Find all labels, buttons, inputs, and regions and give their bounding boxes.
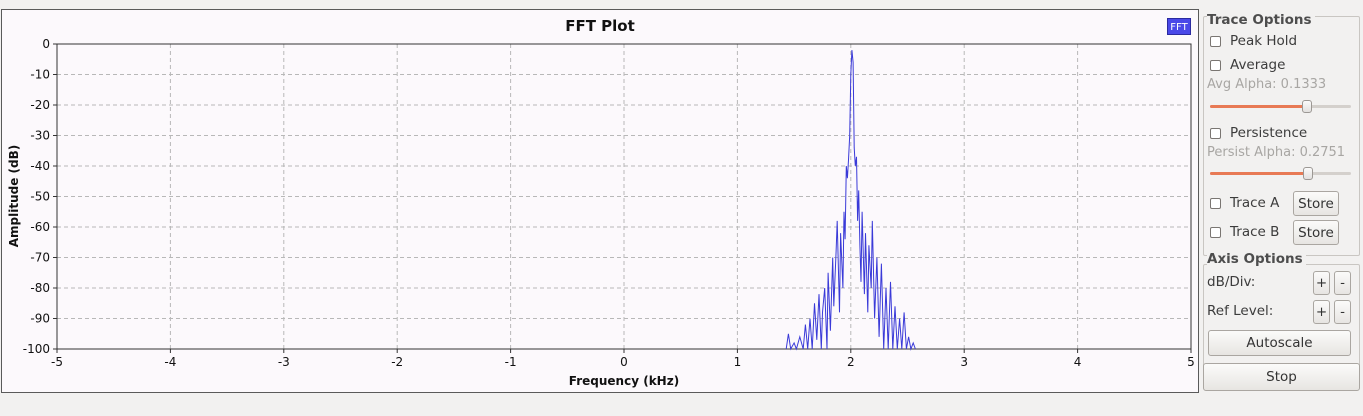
trace-a-checkbox[interactable] — [1210, 197, 1221, 209]
avg-alpha-thumb[interactable] — [1302, 100, 1312, 113]
y-tick-label: -40 — [30, 159, 50, 173]
x-tick-label: 4 — [1074, 355, 1082, 369]
x-tick-label: -1 — [505, 355, 517, 369]
avg-alpha-slider[interactable] — [1210, 100, 1351, 114]
fft-plot-panel: FFT Plot FFT -5 -4 -3 -2 -1 0 1 2 3 4 5 0 -10 -20 -30-… — [1, 9, 1199, 393]
avg-alpha-label: Avg Alpha: 0.1333 — [1207, 77, 1327, 92]
average-checkbox[interactable] — [1210, 59, 1221, 71]
y-axis-label: Amplitude (dB) — [7, 145, 21, 248]
peak-hold-checkbox[interactable] — [1210, 35, 1221, 47]
db-div-plus-button[interactable]: + — [1313, 271, 1330, 295]
x-tick-label: 1 — [734, 355, 742, 369]
persistence-row[interactable]: Persistence — [1210, 125, 1307, 141]
y-tick-label: -60 — [30, 220, 50, 234]
trace-b-checkbox[interactable] — [1210, 226, 1221, 238]
average-label[interactable]: Average — [1230, 57, 1286, 73]
db-div-minus-button[interactable]: - — [1334, 271, 1351, 295]
fft-series-line — [785, 50, 916, 351]
trace-a-label[interactable]: Trace A — [1230, 195, 1280, 211]
trace-b-label[interactable]: Trace B — [1230, 224, 1280, 240]
axis-options-title: Axis Options — [1207, 251, 1306, 267]
peak-hold-row[interactable]: Peak Hold — [1210, 33, 1297, 49]
legend-chip[interactable]: FFT — [1167, 18, 1191, 35]
persistence-checkbox[interactable] — [1210, 127, 1221, 139]
persistence-label[interactable]: Persistence — [1230, 125, 1308, 141]
x-tick-label: 0 — [620, 355, 628, 369]
y-tick-label: -80 — [30, 281, 50, 295]
persist-alpha-fill — [1210, 172, 1307, 175]
x-tick-label: 2 — [847, 355, 855, 369]
y-tick-label: 0 — [42, 37, 50, 51]
trace-b-row[interactable]: Trace B — [1210, 224, 1279, 240]
stop-button[interactable]: Stop — [1203, 363, 1360, 391]
db-div-label: dB/Div: — [1207, 274, 1256, 290]
x-axis-label: Frequency (kHz) — [569, 374, 679, 388]
avg-alpha-fill — [1210, 105, 1306, 108]
y-tick-label: -70 — [30, 251, 50, 265]
persist-alpha-thumb[interactable] — [1303, 167, 1313, 180]
ref-level-plus-button[interactable]: + — [1313, 300, 1330, 324]
x-tick-label: 3 — [960, 355, 968, 369]
y-tick-label: -10 — [30, 68, 50, 82]
peak-hold-label[interactable]: Peak Hold — [1230, 33, 1298, 49]
y-tick-label: -50 — [30, 190, 50, 204]
y-tick-label: -30 — [30, 129, 50, 143]
average-row[interactable]: Average — [1210, 57, 1285, 73]
ref-level-minus-button[interactable]: - — [1334, 300, 1351, 324]
x-tick-label: -2 — [391, 355, 403, 369]
fft-chart[interactable]: -5 -4 -3 -2 -1 0 1 2 3 4 50-10-20-30-40-50-60-70-8… — [2, 10, 1198, 392]
trace-b-store-button[interactable]: Store — [1293, 220, 1339, 245]
x-tick-label: -5 — [51, 355, 63, 369]
ref-level-label: Ref Level: — [1207, 303, 1274, 319]
x-tick-label: -3 — [278, 355, 290, 369]
x-tick-label: 5 — [1187, 355, 1195, 369]
y-tick-label: -20 — [30, 98, 50, 112]
y-tick-label: -100 — [23, 342, 50, 356]
trace-a-store-button[interactable]: Store — [1293, 191, 1339, 216]
trace-options-title: Trace Options — [1207, 12, 1315, 28]
persist-alpha-label: Persist Alpha: 0.2751 — [1207, 145, 1346, 160]
trace-a-row[interactable]: Trace A — [1210, 195, 1279, 211]
persist-alpha-slider[interactable] — [1210, 167, 1351, 181]
autoscale-button[interactable]: Autoscale — [1208, 330, 1351, 356]
x-tick-label: -4 — [164, 355, 176, 369]
controls-panel: Trace Options Peak Hold Average Avg Alph… — [1200, 9, 1363, 393]
y-tick-label: -90 — [30, 312, 50, 326]
plot-title: FFT Plot — [565, 17, 635, 35]
